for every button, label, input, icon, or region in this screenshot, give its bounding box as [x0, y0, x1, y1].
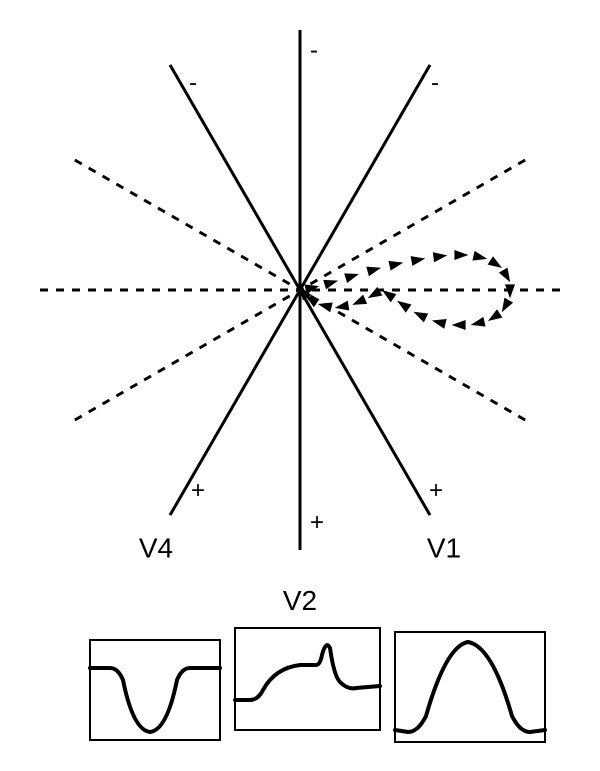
loop-arrow-6: [433, 252, 448, 262]
axis-label-V2: V2: [283, 585, 317, 616]
loop-arrow-5: [411, 256, 426, 266]
lead-axes: [40, 30, 560, 550]
loop-arrow-8: [472, 251, 487, 261]
loop-arrow-16: [432, 319, 447, 329]
loop-arrow-15: [452, 320, 466, 330]
loop-arrow-13: [488, 309, 502, 321]
loop-arrow-2: [344, 273, 359, 283]
loop-arrow-17: [413, 312, 428, 323]
loop-arrow-23: [318, 303, 333, 313]
plus-sign-V2: +: [310, 509, 324, 536]
plus-sign-V1: +: [429, 477, 443, 504]
wave-v2-box: [235, 628, 380, 730]
loop-arrow-19: [382, 290, 396, 302]
axis-label-V4: V4: [139, 532, 173, 563]
loop-arrow-22: [335, 301, 350, 311]
loop-arrow-21: [352, 295, 367, 305]
wave-v1-box: [90, 640, 220, 740]
ecg-waveforms: [90, 628, 545, 742]
minus-sign-V4: -: [431, 69, 439, 96]
loop-arrow-9: [488, 256, 502, 268]
loop-arrow-12: [502, 298, 513, 313]
plus-sign-V4: +: [191, 477, 205, 504]
wave-v1-trace: [90, 668, 220, 732]
minus-sign-V1: -: [189, 69, 197, 96]
loop-arrow-3: [366, 267, 381, 277]
loop-arrow-4: [388, 261, 403, 271]
wave-v4-trace: [395, 642, 545, 732]
loop-arrow-7: [454, 250, 468, 260]
loop-arrow-10: [499, 268, 510, 283]
minus-sign-V2: -: [310, 37, 318, 64]
wave-v2-trace: [235, 645, 380, 700]
loop-arrow-14: [471, 317, 486, 327]
axis-label-V1: V1: [427, 532, 461, 563]
vector-ecg-diagram: + - + - + - V1 V2 V4: [0, 0, 600, 771]
loop-arrow-18: [397, 301, 411, 313]
loop-arrow-1: [323, 280, 338, 290]
